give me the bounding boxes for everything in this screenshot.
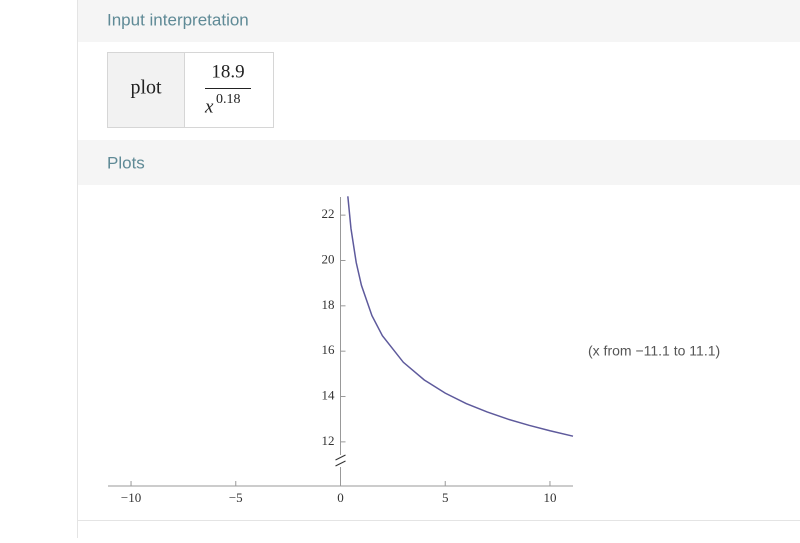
section-title: Input interpretation [107,10,249,29]
axis-break [335,460,346,467]
y-tick-label: 18 [322,297,335,312]
exponent: 0.18 [216,92,241,107]
input-command: plot [130,77,162,99]
y-tick-label: 16 [322,342,336,357]
section-title: Plots [107,153,145,172]
y-tick-label: 20 [322,251,335,266]
y-tick-label: 22 [322,206,335,221]
header-band [78,140,800,185]
range-note: (x from −11.1 to 11.1) [588,343,720,359]
x-tick-label: 0 [337,490,344,505]
curve [347,196,574,437]
input-label-cell [108,53,184,127]
y-tick-label: 14 [322,388,336,403]
y-tick-label: 12 [322,433,335,448]
x-tick-label: −10 [121,490,141,505]
plot: −10 −5 0 5 10 12 14 16 18 20 22 (x from −11.1 to 11… [108,196,720,505]
base: x [204,96,214,117]
header-band [78,0,800,42]
x-tick-label: 10 [543,490,556,505]
x-tick-label: −5 [229,490,243,505]
x-tick-label: 5 [442,490,449,505]
numerator: 18.9 [211,61,244,82]
axis-break [335,454,346,461]
